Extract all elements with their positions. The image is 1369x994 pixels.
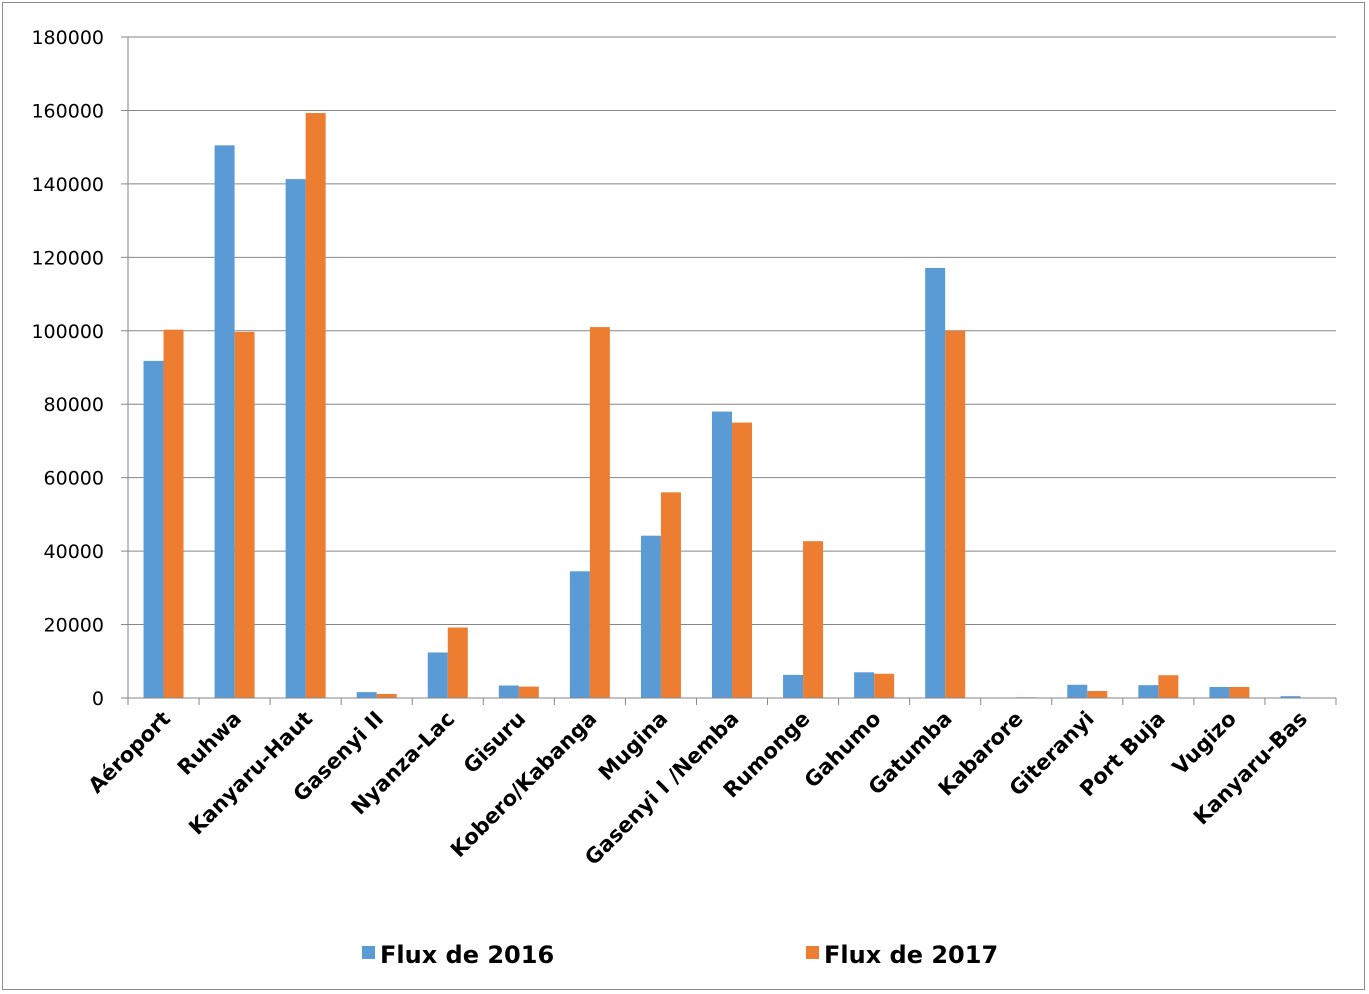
bar-series-1-2 xyxy=(305,113,326,698)
bar-series-0-16 xyxy=(1280,696,1301,698)
bar-series-1-3 xyxy=(376,693,397,698)
y-tick-label: 40000 xyxy=(44,541,104,563)
bar-series-0-7 xyxy=(640,535,661,698)
bar-series-1-14 xyxy=(1158,675,1179,698)
bar-series-0-4 xyxy=(427,652,448,698)
bar-series-0-11 xyxy=(925,267,946,698)
legend-swatch-series-0 xyxy=(362,946,375,959)
axes xyxy=(121,36,1337,705)
bar-series-1-1 xyxy=(234,331,255,698)
bar-series-1-8 xyxy=(732,422,752,698)
x-category-label: Gisuru xyxy=(459,707,531,779)
bar-series-1-15 xyxy=(1229,686,1250,698)
legend: Flux de 2016 Flux de 2017 xyxy=(362,941,998,969)
gridlines xyxy=(128,36,1336,626)
bar-series-1-11 xyxy=(945,330,966,698)
bar-series-1-9 xyxy=(803,541,824,698)
y-tick-label: 140000 xyxy=(31,174,104,196)
y-tick-label: 100000 xyxy=(31,321,104,343)
bar-series-1-5 xyxy=(518,686,539,698)
legend-swatch-series-1 xyxy=(806,946,819,959)
y-tick-label: 20000 xyxy=(44,615,104,637)
x-category-label: Ruhwa xyxy=(173,707,246,780)
bar-series-0-10 xyxy=(854,672,875,698)
x-category-label: Kanyaru-Haut xyxy=(184,707,317,840)
bar-series-1-6 xyxy=(589,327,610,698)
y-tick-labels: 0 20000 40000 60000 80000 100000 120000 140000 1… xyxy=(31,27,104,710)
bar-series-1-7 xyxy=(660,492,681,698)
y-tick-label: 120000 xyxy=(31,247,104,269)
x-category-label: Aéroport xyxy=(84,707,175,798)
bar-series-1-0 xyxy=(163,329,184,698)
bar-series-0-1 xyxy=(214,145,235,698)
y-tick-label: 160000 xyxy=(31,100,104,122)
bar-series-0-3 xyxy=(356,692,377,698)
x-category-label: Vugizo xyxy=(1168,707,1241,780)
bar-series-0-8 xyxy=(712,411,732,698)
y-tick-label: 60000 xyxy=(44,468,104,490)
bar-series-0-2 xyxy=(285,179,306,699)
bar-series-0-5 xyxy=(498,685,519,698)
legend-label-series-0: Flux de 2016 xyxy=(380,941,554,969)
y-tick-label: 180000 xyxy=(31,27,104,49)
bar-series-1-4 xyxy=(447,627,468,698)
bar-series-0-9 xyxy=(783,674,804,698)
bar-series-0-0 xyxy=(143,360,164,698)
bar-series-0-6 xyxy=(569,571,590,698)
bar-series-1-10 xyxy=(874,673,895,698)
bar-series-0-14 xyxy=(1138,685,1159,698)
y-tick-label: 0 xyxy=(92,688,104,710)
y-tick-label: 80000 xyxy=(44,394,104,416)
bar-series-1-13 xyxy=(1087,691,1108,698)
bar-series-0-13 xyxy=(1067,684,1088,698)
legend-label-series-1: Flux de 2017 xyxy=(824,941,998,969)
bar-series-0-15 xyxy=(1209,686,1230,698)
bars xyxy=(143,113,1301,699)
